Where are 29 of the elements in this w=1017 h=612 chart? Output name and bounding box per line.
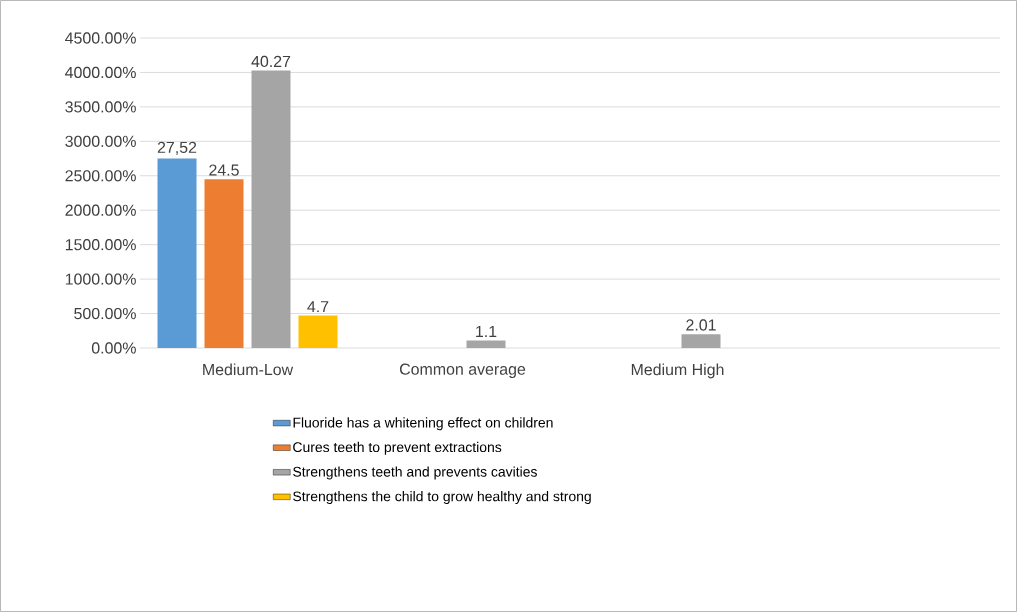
data-label: 4.7 [307, 301, 329, 313]
y-tick-label: 3000.00% [65, 135, 136, 147]
y-tick-label: 4000.00% [65, 66, 136, 79]
bar [298, 315, 338, 348]
legend-label: Cures teeth to prevent extractions [293, 441, 502, 455]
y-tick-label: 2500.00% [65, 170, 136, 182]
x-tick-label: Medium High [631, 363, 724, 379]
y-tick-label: 4500.00% [65, 32, 136, 44]
legend-label: Strengthens the child to grow healthy and strong [293, 491, 591, 505]
bar [204, 179, 244, 348]
bar [157, 158, 197, 348]
y-tick-label: 1500.00% [65, 239, 136, 251]
bar [681, 334, 721, 348]
data-label: 1.1 [476, 325, 497, 337]
y-tick-label: 3500.00% [65, 101, 136, 113]
x-tick-label: Medium-Low [203, 363, 294, 376]
x-tick-label: Common average [399, 363, 526, 378]
bar [251, 70, 291, 348]
data-label: 40.27 [251, 55, 291, 68]
y-tick-label: 500.00% [74, 307, 136, 320]
bar [466, 340, 506, 348]
y-tick-label: 1000.00% [65, 273, 136, 285]
legend-label: Strengthens teeth and prevents cavities [293, 466, 537, 480]
y-tick-label: 2000.00% [65, 204, 136, 216]
y-tick-label: 0.00% [91, 342, 136, 354]
data-label: 27,52 [157, 141, 197, 155]
data-label: 24.5 [209, 164, 239, 176]
data-label: 2.01 [686, 319, 716, 331]
legend-label: Fluoride has a whitening effect on children [293, 417, 553, 431]
